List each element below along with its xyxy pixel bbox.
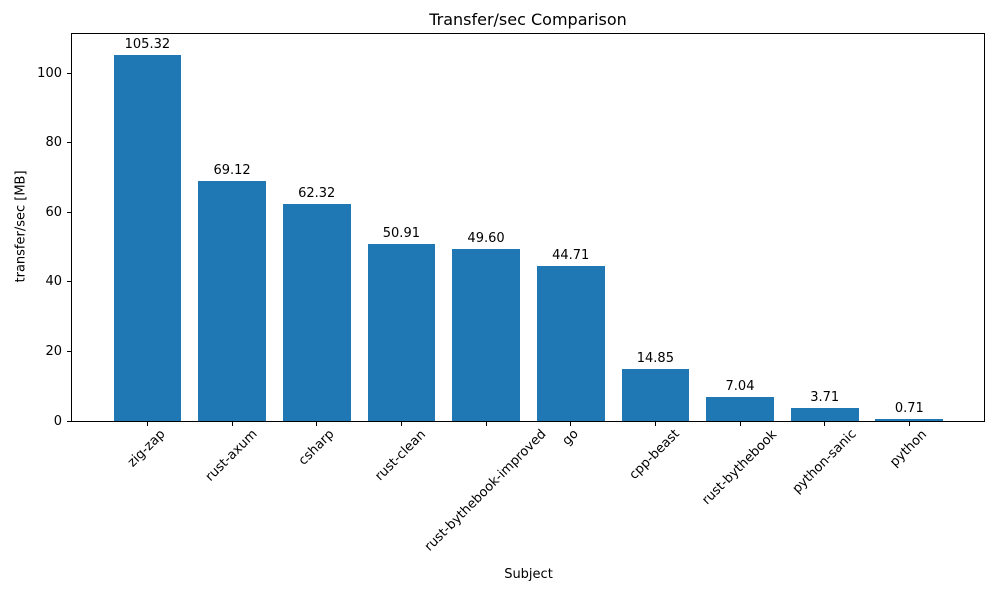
bar-value-label: 105.32 — [124, 36, 171, 52]
x-tick-label: zig-zap — [125, 426, 169, 471]
bar-value-label: 50.91 — [382, 226, 420, 241]
y-tick-mark — [67, 281, 71, 283]
x-tick-label: rust-bythebook-improved — [421, 426, 550, 555]
bar — [536, 265, 605, 421]
x-tick-label: python-sanic — [789, 426, 860, 497]
bar-value-label: 44.71 — [552, 247, 590, 263]
chart-title: Transfer/sec Comparison — [429, 10, 627, 29]
x-tick-mark — [654, 422, 656, 426]
bar-value-label: 14.85 — [636, 351, 674, 367]
y-tick-mark — [67, 350, 71, 352]
bar — [282, 204, 351, 421]
bar-value-label: 3.71 — [810, 390, 840, 406]
x-tick-label: rust-clean — [372, 426, 430, 484]
bar — [198, 180, 266, 421]
x-tick-label: python — [887, 426, 931, 470]
bar-value-label: 49.60 — [467, 230, 505, 246]
y-tick-mark — [67, 72, 71, 74]
y-tick-mark — [67, 211, 71, 213]
bar — [113, 54, 182, 421]
bar — [875, 418, 944, 421]
bar — [706, 396, 774, 421]
x-tick-label: rust-axum — [202, 426, 261, 485]
y-tick-mark — [67, 420, 71, 422]
bar-value-label: 0.71 — [894, 400, 924, 416]
plot-area — [71, 33, 985, 422]
y-tick-label: 60 — [45, 204, 62, 220]
x-axis-label: Subject — [504, 567, 553, 582]
y-tick-label: 100 — [37, 65, 62, 81]
x-tick-mark — [316, 422, 318, 426]
x-tick-mark — [485, 422, 487, 426]
y-axis-label: transfer/sec [MB] — [13, 170, 29, 283]
y-tick-label: 20 — [45, 343, 62, 359]
bar-value-label: 7.04 — [725, 378, 755, 394]
x-tick-label: rust-bythebook — [699, 426, 781, 508]
x-tick-mark — [908, 422, 910, 426]
x-tick-mark — [231, 422, 233, 426]
x-tick-label: cpp-beast — [626, 426, 684, 484]
bar — [790, 408, 859, 421]
y-tick-label: 80 — [45, 135, 62, 151]
y-tick-mark — [67, 142, 71, 144]
bar — [367, 244, 436, 421]
x-tick-label: csharp — [295, 426, 338, 469]
x-tick-mark — [824, 422, 826, 426]
x-tick-mark — [146, 422, 148, 426]
bar — [452, 248, 520, 421]
x-tick-mark — [739, 422, 741, 426]
y-tick-label: 0 — [53, 413, 62, 429]
bar-value-label: 69.12 — [213, 162, 251, 178]
x-tick-mark — [570, 422, 572, 426]
y-tick-label: 40 — [45, 274, 62, 290]
x-tick-label: go — [559, 426, 582, 450]
bar-value-label: 62.32 — [298, 186, 336, 202]
x-tick-mark — [400, 422, 402, 426]
bar — [621, 369, 690, 421]
